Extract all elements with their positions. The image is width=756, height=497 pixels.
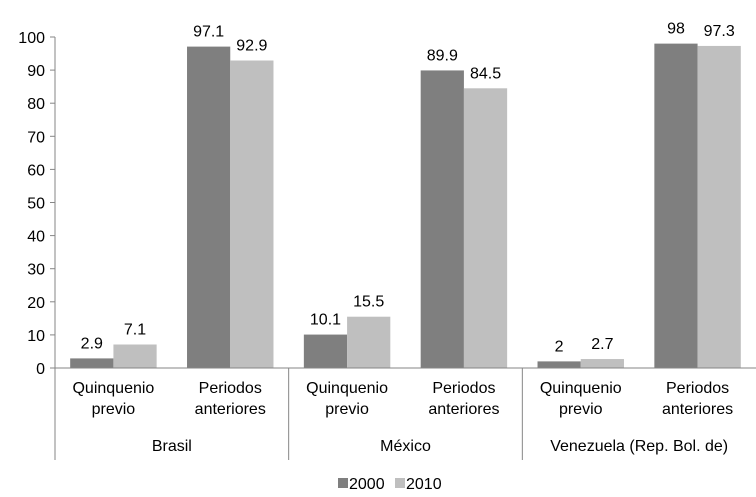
data-label-2000-5: 98 bbox=[667, 21, 685, 38]
data-label-2010-5: 97.3 bbox=[704, 23, 735, 40]
bars bbox=[70, 43, 741, 369]
y-tick-label: 90 bbox=[27, 63, 45, 80]
category-label: Quinquenio previo bbox=[72, 380, 154, 418]
legend-label-2010: 2010 bbox=[406, 476, 442, 493]
y-axis: 0 10 20 30 40 50 60 70 80 90 100 bbox=[18, 30, 56, 378]
data-label-2000-0: 2.9 bbox=[81, 335, 103, 352]
legend-swatch-2000 bbox=[338, 478, 348, 488]
y-tick-label: 80 bbox=[27, 96, 45, 113]
y-tick-label: 40 bbox=[27, 229, 45, 246]
y-tick-label: 60 bbox=[27, 162, 45, 179]
x-axis: Quinquenio previo Periodos anteriores Brasil… bbox=[54, 367, 756, 460]
group-label: México bbox=[380, 438, 431, 455]
y-tick-label: 50 bbox=[27, 196, 45, 213]
category-label: Periodos anteriores bbox=[662, 380, 733, 418]
category-label: Periodos anteriores bbox=[195, 380, 266, 418]
data-labels: 2.9 97.1 10.1 89.9 2 98 7.1 92.9 15.5 84.5 2.7 97.3 bbox=[81, 21, 735, 356]
y-tick-label: 70 bbox=[27, 129, 45, 146]
data-label-2000-1: 97.1 bbox=[193, 24, 224, 41]
y-tick-label: 30 bbox=[27, 262, 45, 279]
group-label: Venezuela (Rep. Bol. de) bbox=[550, 438, 728, 455]
category-label: Periodos anteriores bbox=[428, 380, 499, 418]
bar-2000-3 bbox=[420, 70, 464, 368]
data-label-2000-2: 10.1 bbox=[310, 312, 341, 329]
data-label-2010-1: 92.9 bbox=[236, 38, 267, 55]
bar-2000-2 bbox=[303, 334, 348, 368]
data-label-2010-3: 84.5 bbox=[470, 65, 501, 82]
y-tick-label: 100 bbox=[18, 30, 45, 47]
bar-2000-0 bbox=[70, 358, 114, 368]
data-label-2010-2: 15.5 bbox=[353, 294, 384, 311]
y-tick-label: 20 bbox=[27, 295, 45, 312]
group-label: Brasil bbox=[152, 438, 192, 455]
bar-2010-3 bbox=[463, 88, 508, 369]
category-label: Quinquenio previo bbox=[306, 380, 388, 418]
y-tick-label: 10 bbox=[27, 328, 45, 345]
bar-2000-1 bbox=[187, 46, 231, 368]
bar-2000-5 bbox=[654, 43, 698, 369]
bar-2010-1 bbox=[230, 60, 274, 368]
legend-swatch-2010 bbox=[395, 478, 405, 488]
bar-2010-0 bbox=[113, 344, 157, 368]
data-label-2000-3: 89.9 bbox=[427, 47, 458, 64]
y-tick-label: 0 bbox=[36, 361, 45, 378]
category-label: Quinquenio previo bbox=[540, 380, 622, 418]
bar-2000-4 bbox=[537, 361, 581, 368]
legend: 2000 2010 bbox=[338, 476, 442, 493]
bar-2010-4 bbox=[580, 359, 624, 368]
data-label-2010-4: 2.7 bbox=[591, 336, 613, 353]
data-label-2000-4: 2 bbox=[555, 338, 564, 355]
bar-2010-5 bbox=[697, 45, 741, 368]
data-label-2010-0: 7.1 bbox=[124, 321, 146, 338]
legend-label-2000: 2000 bbox=[349, 476, 385, 493]
bar-2010-2 bbox=[347, 316, 391, 368]
